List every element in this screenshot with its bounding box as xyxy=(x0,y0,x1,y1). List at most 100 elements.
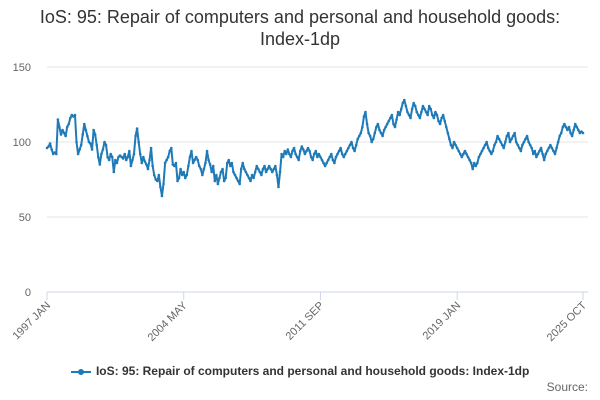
point xyxy=(208,163,212,166)
point xyxy=(357,134,361,138)
point xyxy=(392,122,395,126)
point xyxy=(412,101,415,105)
point xyxy=(381,134,384,138)
point xyxy=(385,122,389,126)
point xyxy=(368,134,372,138)
point xyxy=(319,155,322,159)
point xyxy=(286,148,290,151)
point xyxy=(148,158,151,162)
point xyxy=(90,148,94,151)
point xyxy=(258,170,262,174)
point xyxy=(399,107,403,111)
point xyxy=(284,152,288,156)
point xyxy=(347,146,350,150)
point xyxy=(106,155,109,159)
point xyxy=(463,149,467,153)
point xyxy=(441,113,445,117)
point xyxy=(482,146,485,150)
point xyxy=(65,125,69,129)
legend: IoS: 95: Repair of computers and persona… xyxy=(0,364,600,378)
point xyxy=(232,170,235,174)
point xyxy=(188,155,192,159)
point xyxy=(466,155,470,159)
point xyxy=(525,134,529,138)
point xyxy=(169,146,173,150)
point xyxy=(218,176,221,180)
legend-symbol xyxy=(70,368,91,375)
point xyxy=(519,149,523,153)
point xyxy=(142,155,145,159)
point xyxy=(82,122,86,126)
point xyxy=(528,143,532,147)
point xyxy=(266,167,269,171)
point xyxy=(263,164,266,168)
point xyxy=(435,113,439,117)
point xyxy=(320,158,324,162)
point xyxy=(256,167,260,171)
point xyxy=(527,140,530,144)
point xyxy=(190,149,193,153)
point xyxy=(241,161,245,165)
point xyxy=(114,158,117,162)
legend-label: IoS: 95: Repair of computers and persona… xyxy=(95,364,530,378)
point xyxy=(491,149,495,153)
point xyxy=(364,110,367,114)
point xyxy=(100,152,103,156)
point xyxy=(521,143,524,147)
point xyxy=(556,140,560,144)
point xyxy=(426,113,429,117)
point xyxy=(516,143,520,147)
point xyxy=(224,176,227,180)
point xyxy=(255,164,259,168)
point xyxy=(104,143,108,147)
x-tick-label: 2011 SEP xyxy=(284,300,327,343)
point xyxy=(233,173,237,177)
point xyxy=(451,146,454,150)
point xyxy=(152,173,156,177)
point xyxy=(423,107,426,111)
point xyxy=(222,179,226,183)
point xyxy=(69,116,72,120)
point xyxy=(274,164,277,168)
point xyxy=(159,185,162,189)
point xyxy=(564,125,568,129)
point xyxy=(323,164,327,168)
point xyxy=(79,143,83,147)
point xyxy=(345,149,349,153)
series-line xyxy=(46,99,584,197)
point xyxy=(396,110,400,114)
point xyxy=(168,149,172,153)
point xyxy=(92,128,95,132)
point xyxy=(334,155,338,159)
point xyxy=(165,158,168,162)
point xyxy=(205,149,209,153)
point xyxy=(410,107,414,111)
point xyxy=(398,113,401,117)
point xyxy=(337,149,341,153)
point xyxy=(511,134,515,138)
point xyxy=(336,152,339,156)
point xyxy=(221,167,224,171)
point xyxy=(110,155,114,159)
point xyxy=(149,146,153,150)
point xyxy=(572,128,575,132)
point xyxy=(407,113,411,117)
point xyxy=(502,146,506,150)
point xyxy=(434,110,437,114)
point xyxy=(123,152,126,156)
point xyxy=(530,146,534,150)
point xyxy=(309,155,313,159)
point xyxy=(432,116,436,120)
point xyxy=(449,143,453,147)
point xyxy=(62,131,66,135)
point xyxy=(297,158,300,162)
point xyxy=(552,149,555,153)
point xyxy=(289,155,293,159)
point xyxy=(275,173,279,177)
point xyxy=(326,158,330,162)
point xyxy=(166,155,170,159)
point xyxy=(486,146,490,150)
point xyxy=(483,143,487,147)
point xyxy=(359,131,363,135)
point xyxy=(243,167,246,171)
